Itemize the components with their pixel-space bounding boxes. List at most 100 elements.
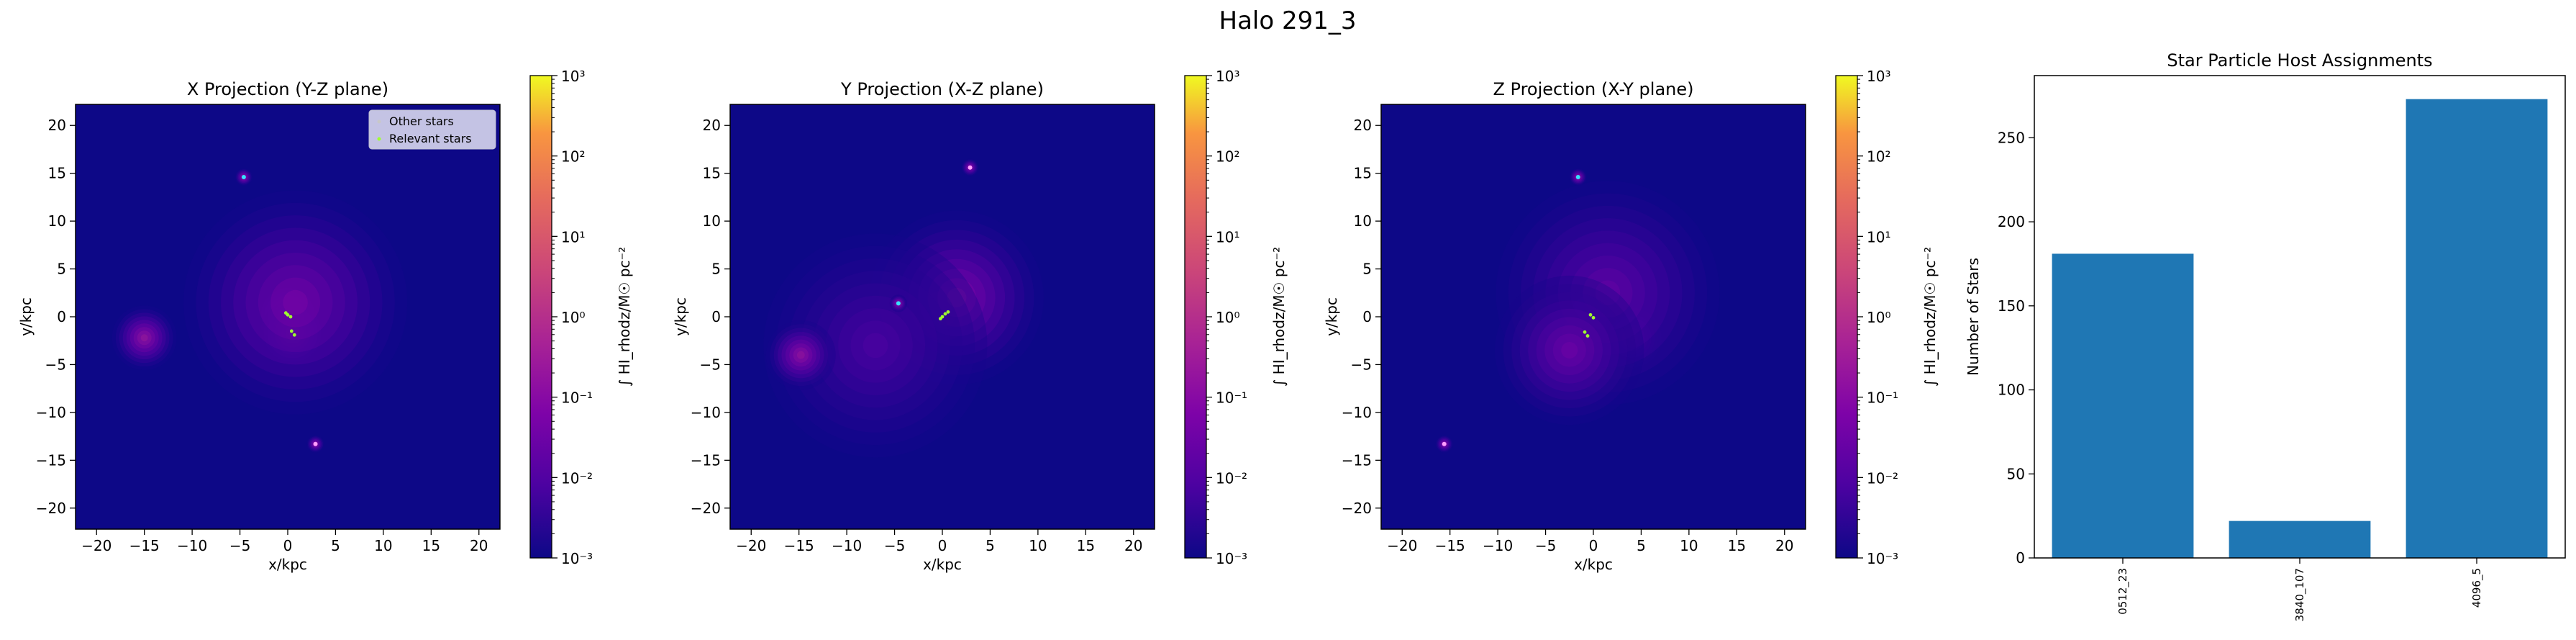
gas-clump-1 [927,269,986,327]
star-point [313,441,318,446]
y-tick-label: 10 [703,212,721,230]
gas-clump-1 [285,325,300,341]
y-tick-label: 0 [1362,308,1372,325]
colorbar: 10⁻³ 10⁻² 10⁻¹ 10⁰ 10¹ 10² 10³ ∫ HI_rhodz/M☉ pc… [1184,68,1288,567]
gas-clump-4 [1544,325,1595,376]
gas-clump-2 [838,308,913,383]
x-tick-label: −15 [784,537,814,554]
colorbar-tick-label: 10⁰ [1216,309,1239,326]
y-tick-label: 0 [57,308,66,325]
relevant-star-point [943,312,947,316]
gas-clump-2 [788,258,962,433]
plot-frame [2034,75,2566,559]
gas-clump-1 [281,322,304,344]
bar-category-label: 0512_23 [2116,568,2130,615]
gas-clump-2 [863,333,888,359]
bar-category-label: 4096_5 [2470,568,2484,608]
colorbar-tick-label: 10⁰ [1867,309,1890,326]
gas-clump-2 [1608,315,1655,361]
gas-clump-4 [1511,292,1628,409]
colorbar-tick-label: 10⁻¹ [1867,389,1898,407]
y-tick-label: 5 [57,261,66,278]
gas-clump-2 [270,277,321,328]
y-tick-label: −20 [36,500,66,517]
gas-clump-2 [1624,331,1639,345]
gas-clump-3 [137,330,152,346]
y-axis-label: y/kpc [1323,297,1340,336]
y-tick-label: 10 [48,212,66,230]
x-tick-label: 5 [331,537,340,554]
y-tick-label: −10 [1342,404,1372,421]
gas-clump-3 [126,320,163,356]
colorbar-tick-label: 10² [1867,148,1890,166]
colorbar-tick-label: 10⁻² [561,469,593,487]
relevant-star-point [283,311,288,315]
bar-0512_23 [2052,253,2194,558]
gas-clump-2 [825,295,926,395]
gas-clump-2 [258,265,333,340]
gas-clump-2 [1621,328,1642,348]
x-tick-label: 20 [1775,537,1793,554]
gas-clump-1 [270,311,314,355]
x-tick-label: 15 [1728,537,1746,554]
star-point [1575,174,1580,179]
gas-clump-3 [1583,268,1633,318]
gas-clump-3 [793,347,809,363]
gas-clump-2 [245,252,345,353]
gas-clump-3 [785,339,816,371]
colorbar-label: ∫ HI_rhodz/M☉ pc⁻² [1270,247,1288,387]
x-tick-label: −15 [129,537,160,554]
colorbar-tick-label: 10³ [561,68,585,85]
x-tick-label: −20 [1387,537,1417,554]
y-tick-label: −5 [1351,356,1372,373]
relevant-star-point [289,329,293,333]
y-tick-label: −10 [691,404,721,421]
gas-clump-1 [263,304,322,362]
x-tick-label: −5 [229,537,250,554]
relevant-star-point [288,315,293,319]
y-tick-label: 150 [1998,297,2025,315]
projection-panel-2: −20 −15 −10 −5 0 5 10 15 20 −20 −15 −10 −5 0 5 10 15 20 Z … [1323,68,1939,573]
gas-clump-3 [1545,230,1670,356]
colorbar-label: ∫ HI_rhodz/M☉ pc⁻² [1921,247,1939,387]
colorbar-tick-label: 10⁻² [1216,469,1247,487]
colorbar-tick-label: 10⁻² [1867,469,1898,487]
figure-title: Halo 291_3 [1219,6,1357,35]
y-tick-label: 15 [1354,165,1372,182]
x-tick-label: −10 [832,537,862,554]
colorbar-tick-label: 10⁻³ [561,550,593,567]
gas-clump-1 [1555,304,1616,364]
y-tick-label: 15 [703,165,721,182]
colorbar-label: ∫ HI_rhodz/M☉ pc⁻² [616,247,633,387]
gas-clump-3 [1570,255,1645,330]
gas-clump-2 [221,227,370,377]
gas-clump-2 [1611,317,1652,358]
gas-clump-1 [1579,327,1593,341]
gas-clump-1 [879,220,1034,375]
gas-clump-1 [947,288,967,307]
gas-clump-1 [1559,307,1613,361]
gas-clump-4 [1503,284,1636,417]
x-tick-label: 15 [1077,537,1095,554]
gas-clump-1 [918,258,996,337]
x-tick-label: −10 [177,537,207,554]
bar-3840_107 [2229,520,2371,558]
gas-clump-2 [1605,311,1659,365]
colorbar-tick-label: 10³ [1216,68,1239,85]
gas-clump-4 [1495,275,1644,425]
x-tick-label: 10 [374,537,392,554]
x-tick-label: 0 [938,537,947,554]
gas-clump-2 [1618,324,1645,351]
x-tick-label: 10 [1680,537,1698,554]
y-tick-label: 5 [711,261,721,278]
gas-clump-4 [1561,342,1578,359]
gas-clump-2 [1601,307,1662,368]
panel-title: Z Projection (X-Y plane) [1493,79,1693,99]
gas-clump-1 [274,315,311,351]
colorbar: 10⁻³ 10⁻² 10⁻¹ 10⁰ 10¹ 10² 10³ ∫ HI_rhodz/M☉ pc… [1835,68,1939,567]
panel-title: Y Projection (X-Z plane) [840,79,1044,99]
relevant-star-point [938,317,942,321]
gas-clump-2 [850,320,901,371]
heatmap-background [76,104,500,529]
